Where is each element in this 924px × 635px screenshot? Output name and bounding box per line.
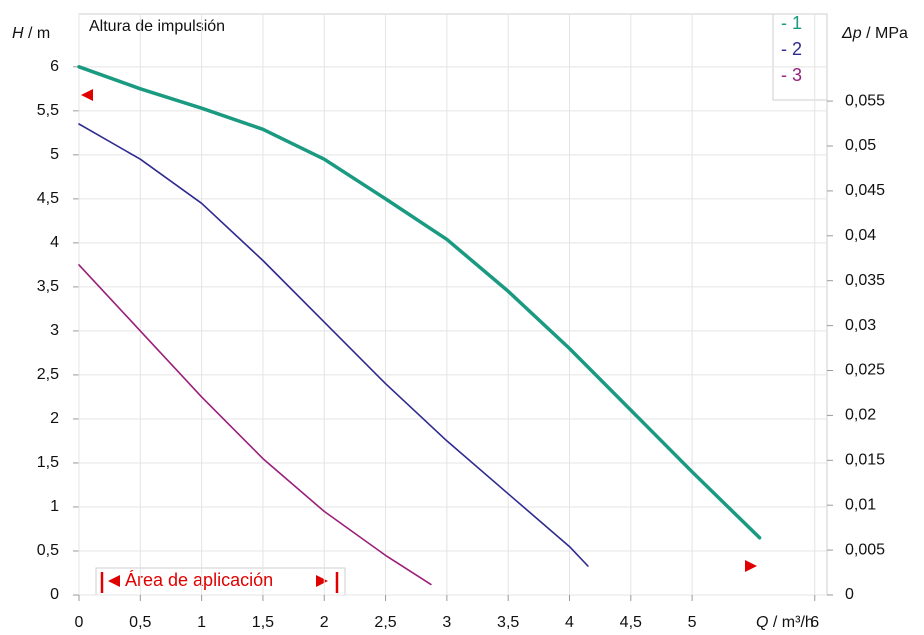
y2-label-symbol: Δp [841, 25, 862, 42]
x-tick-label: 1,5 [252, 614, 274, 631]
area-arrow-left [108, 575, 120, 587]
x-axis-label: Q / m³/h [756, 614, 814, 631]
x-tick-label: 1 [197, 614, 206, 631]
y-tick-label: 0,5 [37, 542, 59, 559]
x-tick-label: 5 [688, 614, 697, 631]
y2-tick-label: 0,05 [845, 137, 876, 154]
y2-tick-label: 0,015 [845, 452, 885, 469]
application-area-label: Área de aplicación [125, 570, 273, 590]
y-tick-label: 3 [50, 322, 59, 339]
x-tick-label: 3,5 [497, 614, 519, 631]
application-area-box [95, 567, 346, 596]
max-head-marker [81, 89, 93, 101]
y2-label-unit: / MPa [866, 25, 908, 42]
x-label-unit: / m³/h [773, 614, 814, 631]
y-tick-label: 0 [50, 586, 59, 603]
x-tick-label: 4,5 [620, 614, 642, 631]
x-tick-label: 0,5 [129, 614, 151, 631]
legend-label: - 3 [781, 65, 802, 85]
y2-tick-label: 0,02 [845, 407, 876, 424]
y-tick-label: 6 [50, 58, 59, 75]
plot-frame [78, 13, 828, 596]
legend [772, 13, 828, 101]
y2-tick-label: 0,055 [845, 92, 885, 109]
y2-tick-label: 0,005 [845, 541, 885, 558]
y2-tick-label: 0,04 [845, 227, 876, 244]
y-tick-label: 4 [50, 234, 59, 251]
curve [78, 264, 432, 586]
y-label-unit: / m [28, 25, 50, 42]
x-label-symbol: Q [756, 614, 768, 631]
y-tick-label: 2 [50, 410, 59, 427]
x-tick-label: 2 [320, 614, 329, 631]
x-tick-label: 2,5 [374, 614, 396, 631]
legend-label: - 2 [781, 39, 802, 59]
y2-tick-label: 0,03 [845, 317, 876, 334]
y2-axis-label: Δp / MPa [841, 25, 908, 42]
x-tick-label: 0 [75, 614, 84, 631]
x-tick-label: 4 [565, 614, 574, 631]
curve [77, 65, 762, 540]
y-tick-label: 1 [50, 498, 59, 515]
x-tick-label: 6 [810, 614, 819, 631]
y-tick-label: 1,5 [37, 454, 59, 471]
y2-tick-label: 0,025 [845, 362, 885, 379]
legend-label: - 1 [781, 13, 802, 33]
y-tick-label: 5 [50, 146, 59, 163]
chart-title: Altura de impulsión [89, 18, 225, 35]
y2-tick-label: 0,01 [845, 496, 876, 513]
y-tick-label: 5,5 [37, 102, 59, 119]
y2-tick-label: 0,035 [845, 272, 885, 289]
y2-tick-label: 0,045 [845, 182, 885, 199]
x-tick-label: 3 [442, 614, 451, 631]
y-tick-label: 3,5 [37, 278, 59, 295]
y2-tick-label: 0 [845, 586, 854, 603]
curve [78, 123, 589, 567]
area-arrow-right [316, 575, 328, 587]
max-flow-marker [745, 560, 757, 572]
y-tick-label: 4,5 [37, 190, 59, 207]
y-tick-label: 2,5 [37, 366, 59, 383]
y-axis-label: H / m [12, 25, 50, 42]
y-label-symbol: H [12, 25, 24, 42]
